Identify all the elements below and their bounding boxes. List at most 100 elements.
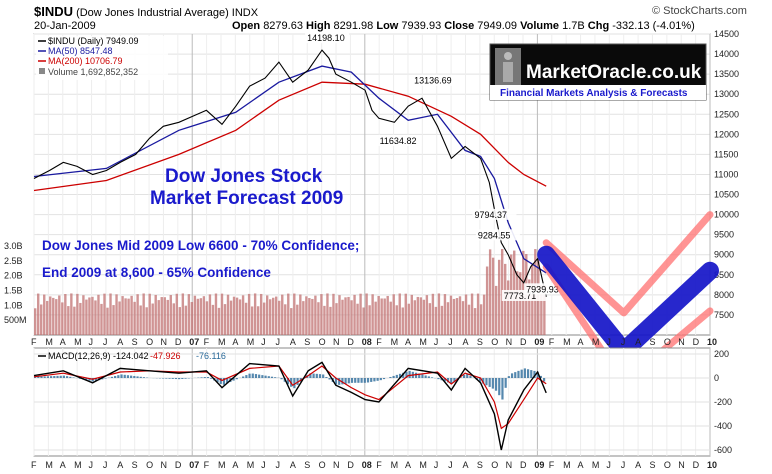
macd-x-tick-label: S: [649, 460, 655, 470]
volume-bar: [133, 301, 136, 335]
price-x-tick-label: D: [693, 337, 700, 347]
volume-bar: [287, 293, 290, 335]
volume-bar: [446, 302, 450, 335]
macd-x-tick-label: J: [103, 460, 108, 470]
volume-bar: [392, 294, 395, 335]
price-label-bg: [524, 283, 569, 295]
macd-histogram-bar: [43, 376, 46, 378]
price-x-tick-label: D: [347, 337, 354, 347]
volume-bar: [350, 300, 353, 335]
volume-tick-label: 2.0B: [4, 271, 23, 281]
macd-histogram-bar: [286, 378, 290, 385]
volume-bar: [142, 293, 145, 335]
macd-histogram-bar: [142, 377, 146, 378]
volume-tick-label: 500M: [4, 315, 27, 325]
macd-histogram-bar: [53, 376, 56, 378]
volume-bar: [320, 294, 323, 335]
macd-histogram-bar: [242, 376, 245, 378]
price-x-tick-label: A: [405, 337, 411, 347]
macd-histogram-bar: [226, 378, 229, 384]
macd-histogram-bar: [530, 370, 533, 378]
volume-bar: [88, 297, 91, 335]
forecast-title-line-2: Market Forecast 2009: [150, 188, 343, 209]
volume-bar: [127, 298, 130, 335]
macd-histogram-bar: [347, 378, 350, 384]
macd-x-tick-label: J: [261, 460, 266, 470]
macd-x-tick-label: F: [376, 460, 382, 470]
macd-tick-label: -400: [714, 421, 732, 431]
volume-bar: [507, 280, 510, 335]
volume-bar: [293, 293, 296, 335]
price-x-axis: F M A M J J A S O N D 07 F M A M J J A S O N D 08 F M A M J J A S O N D 09 F…: [31, 337, 717, 347]
logo-figure-head: [504, 52, 512, 60]
volume-bar: [365, 293, 368, 335]
volume-bar: [344, 297, 347, 335]
price-x-tick-label: O: [319, 337, 326, 347]
macd-x-tick-label: A: [60, 460, 66, 470]
volume-bar: [199, 298, 203, 335]
macd-hist-value: -76.116: [196, 351, 226, 361]
volume-bar: [256, 306, 260, 335]
volume-bar: [278, 300, 281, 335]
macd-histogram-bar: [520, 369, 523, 378]
macd-histogram-bar: [50, 376, 53, 378]
volume-bar: [308, 298, 311, 335]
macd-histogram-bar: [59, 375, 62, 378]
price-label: 7773.71: [504, 291, 537, 301]
volume-bar: [485, 266, 489, 335]
volume-bar: [374, 301, 377, 335]
macd-histogram-bar: [235, 378, 238, 380]
macd-histogram-bar: [443, 378, 446, 382]
price-x-tick-label: M: [419, 337, 427, 347]
macd-histogram-bar: [203, 377, 206, 378]
price-x-tick-label: F: [204, 337, 210, 347]
volume-bar: [136, 294, 139, 335]
volume-bar: [395, 305, 398, 335]
volume-bar: [347, 296, 350, 335]
macd-histogram-bar: [494, 378, 498, 391]
low-value: 7939.93: [401, 20, 442, 32]
macd-histogram-bar: [507, 376, 510, 378]
macd-histogram-bar: [72, 377, 75, 378]
price-label: 9794.37: [474, 210, 507, 220]
volume-bar: [272, 297, 275, 335]
macd-histogram-bar: [261, 375, 264, 378]
volume-bar: [223, 304, 227, 335]
macd-x-tick-label: 07: [189, 460, 199, 470]
macd-tick-label: 0: [714, 373, 719, 383]
macd-histogram-bar: [136, 376, 139, 378]
open-label: Open: [232, 20, 261, 32]
macd-legend: MACD(12,26,9) -124.042 -47.926 -76.116: [38, 351, 226, 361]
volume-bar: [139, 305, 142, 335]
macd-histogram-bar: [222, 378, 226, 385]
volume-bar: [181, 293, 185, 335]
price-tick-label: 12000: [714, 129, 739, 139]
macd-histogram-bar: [501, 378, 504, 400]
volume-bar: [94, 300, 97, 335]
open-value: 8279.63: [263, 20, 303, 32]
macd-histogram-bar: [533, 370, 536, 378]
macd-histogram-bar: [206, 377, 210, 378]
macd-histogram-bar: [376, 378, 379, 381]
volume-bar: [175, 293, 179, 335]
price-x-tick-label: J: [103, 337, 108, 347]
macd-histogram-bar: [392, 375, 395, 378]
macd-histogram-bar: [248, 373, 251, 378]
volume-tick-label: 3.0B: [4, 241, 23, 251]
macd-x-tick-label: O: [664, 460, 671, 470]
price-x-tick-label: M: [592, 337, 600, 347]
index-name: (Dow Jones Industrial Average): [76, 7, 229, 19]
macd-histogram-bar: [382, 378, 386, 380]
price-x-tick-label: A: [635, 337, 641, 347]
price-x-tick-label: M: [247, 337, 255, 347]
volume-bar: [124, 298, 127, 335]
price-x-tick-label: D: [175, 337, 182, 347]
macd-x-tick-label: F: [549, 460, 555, 470]
volume-bar: [281, 294, 284, 335]
macd-x-tick-label: J: [448, 460, 453, 470]
volume-bar: [380, 298, 383, 335]
macd-histogram-bar: [88, 378, 91, 381]
macd-histogram-bar: [318, 374, 322, 378]
price-x-tick-label: J: [261, 337, 266, 347]
price-label-bg: [501, 289, 546, 301]
